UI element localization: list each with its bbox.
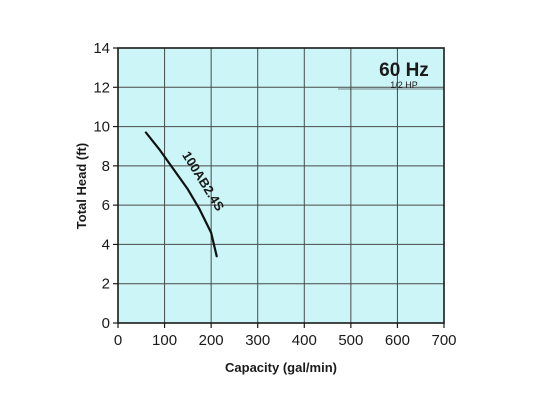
- x-tick-label: 200: [199, 332, 224, 349]
- y-tick-label: 4: [102, 236, 110, 253]
- grid-lines: [118, 48, 444, 323]
- y-axis-title: Total Head (ft): [74, 143, 89, 229]
- y-tick-label: 6: [102, 197, 110, 214]
- y-tick-label: 8: [102, 158, 110, 175]
- x-tick-label: 300: [245, 332, 270, 349]
- y-tick-label: 10: [93, 119, 110, 136]
- x-tick-label: 400: [292, 332, 317, 349]
- x-axis-title: Capacity (gal/min): [225, 360, 337, 375]
- x-tick-label: 0: [114, 332, 122, 349]
- pump-curve-line: [144, 131, 218, 258]
- x-tick-label: 700: [431, 332, 456, 349]
- plot-background: [118, 48, 444, 323]
- y-tick-label: 2: [102, 276, 110, 293]
- y-tick-label: 14: [93, 40, 110, 57]
- x-tick-label: 100: [152, 332, 177, 349]
- y-tick-label: 12: [93, 79, 110, 96]
- x-tick-labels: 0 100 200 300 400 500 600 700: [114, 323, 457, 349]
- x-tick-label: 500: [338, 332, 363, 349]
- frequency-label: 60 Hz: [379, 60, 429, 81]
- horsepower-label: 1/2 HP: [390, 80, 418, 90]
- plot-frame: [117, 47, 445, 324]
- y-tick-label: 0: [102, 315, 110, 332]
- y-tick-labels: 0 2 4 6 8 10 12 14: [93, 40, 118, 332]
- x-tick-label: 600: [385, 332, 410, 349]
